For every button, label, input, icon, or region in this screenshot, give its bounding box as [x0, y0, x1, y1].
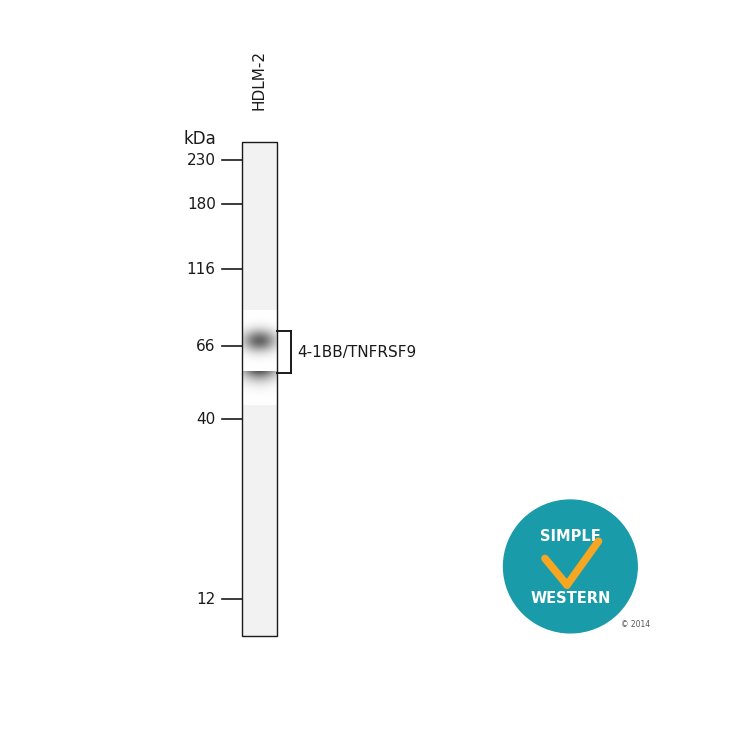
- Text: SIMPLE: SIMPLE: [540, 529, 601, 544]
- Text: © 2014: © 2014: [620, 620, 650, 628]
- Text: 180: 180: [187, 196, 216, 211]
- Text: 230: 230: [187, 153, 216, 168]
- Text: 12: 12: [196, 592, 216, 607]
- Circle shape: [503, 500, 638, 633]
- Text: kDa: kDa: [184, 130, 217, 148]
- Text: 116: 116: [187, 262, 216, 277]
- Text: 4-1BB/TNFRSF9: 4-1BB/TNFRSF9: [297, 345, 416, 360]
- Text: 66: 66: [196, 339, 216, 354]
- FancyBboxPatch shape: [242, 142, 277, 636]
- Text: 40: 40: [196, 412, 216, 427]
- Text: WESTERN: WESTERN: [530, 591, 610, 606]
- Text: HDLM-2: HDLM-2: [252, 50, 267, 110]
